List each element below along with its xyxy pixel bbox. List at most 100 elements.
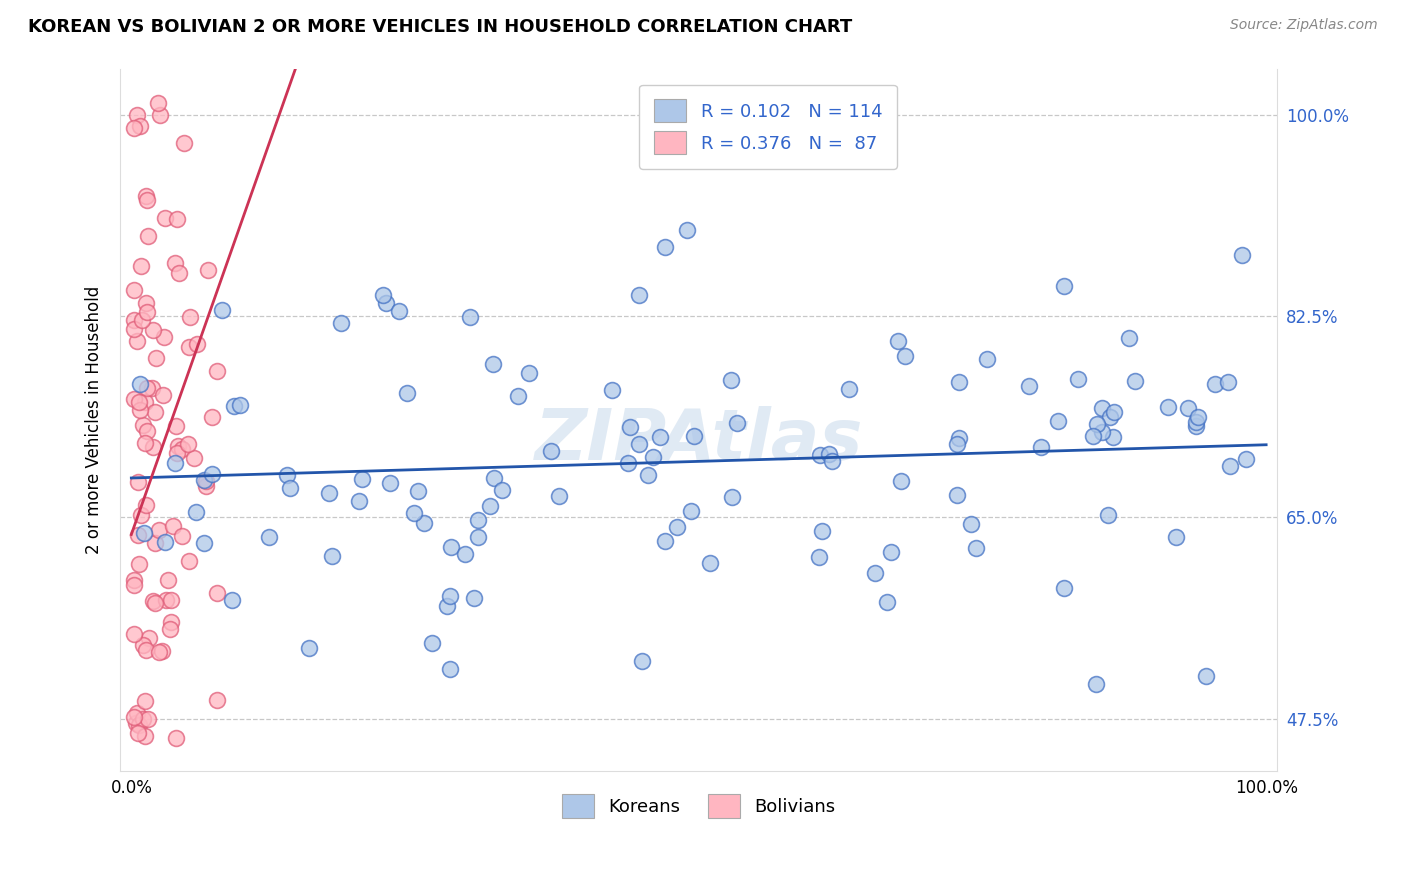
Point (406, 483, 429, 498)
Point (808, 448, 831, 462)
Point (143, 596, 166, 610)
Legend: Koreans, Bolivians: Koreans, Bolivians (554, 788, 844, 825)
Point (458, 310, 481, 325)
Point (720, 373, 742, 387)
Point (350, 472, 373, 486)
Point (506, 389, 529, 403)
Point (179, 310, 201, 324)
Point (122, 283, 145, 297)
Point (721, 491, 744, 505)
Point (491, 483, 513, 498)
Point (138, 631, 160, 645)
Point (160, 592, 183, 607)
Point (876, 595, 898, 609)
Point (122, 392, 145, 406)
Point (122, 626, 145, 640)
Point (380, 475, 402, 490)
Point (129, 377, 152, 392)
Point (145, 405, 167, 419)
Y-axis label: 2 or more Vehicles in Household: 2 or more Vehicles in Household (86, 285, 103, 554)
Point (146, 96, 169, 111)
Point (388, 304, 411, 318)
Point (132, 638, 155, 652)
Point (627, 437, 650, 451)
Point (135, 381, 157, 395)
Point (205, 586, 228, 600)
Point (193, 473, 215, 487)
Point (1102, 405, 1125, 419)
Point (1123, 374, 1146, 388)
Point (318, 486, 340, 500)
Point (602, 384, 624, 398)
Point (1029, 440, 1052, 454)
Point (153, 535, 176, 549)
Text: KOREAN VS BOLIVIAN 2 OR MORE VEHICLES IN HOUSEHOLD CORRELATION CHART: KOREAN VS BOLIVIAN 2 OR MORE VEHICLES IN… (28, 18, 852, 36)
Point (631, 654, 654, 668)
Point (125, 706, 148, 720)
Point (1118, 331, 1140, 345)
Point (1098, 410, 1121, 425)
Point (129, 119, 152, 133)
Point (375, 296, 398, 310)
Point (207, 692, 229, 706)
Point (641, 450, 664, 465)
Point (183, 451, 205, 466)
Point (152, 388, 174, 402)
Point (467, 530, 489, 544)
Point (159, 622, 181, 636)
Point (420, 636, 443, 650)
Point (148, 645, 170, 659)
Point (329, 316, 352, 330)
Point (135, 643, 157, 657)
Point (404, 506, 426, 520)
Point (129, 508, 152, 523)
Point (371, 288, 394, 302)
Point (224, 399, 246, 413)
Point (439, 589, 461, 603)
Point (650, 430, 672, 444)
Point (160, 615, 183, 629)
Point (948, 431, 970, 445)
Point (170, 442, 193, 456)
Point (131, 712, 153, 726)
Point (201, 410, 224, 425)
Text: Source: ZipAtlas.com: Source: ZipAtlas.com (1230, 18, 1378, 32)
Point (135, 296, 157, 310)
Point (141, 381, 163, 395)
Point (186, 336, 208, 351)
Point (201, 467, 224, 481)
Point (297, 640, 319, 655)
Point (138, 712, 160, 726)
Point (125, 107, 148, 121)
Point (880, 545, 903, 559)
Point (127, 528, 149, 542)
Point (134, 395, 156, 409)
Point (439, 662, 461, 676)
Point (142, 440, 165, 454)
Point (1156, 401, 1178, 415)
Point (1102, 430, 1125, 444)
Point (517, 366, 540, 380)
Point (179, 553, 201, 567)
Point (177, 340, 200, 354)
Point (1067, 372, 1090, 386)
Point (1081, 428, 1104, 442)
Point (863, 566, 886, 580)
Point (619, 420, 641, 434)
Point (676, 222, 699, 236)
Point (679, 504, 702, 518)
Point (177, 437, 200, 451)
Point (811, 524, 834, 538)
Point (1185, 419, 1208, 434)
Point (548, 489, 571, 503)
Point (440, 540, 463, 554)
Point (454, 547, 477, 561)
Point (135, 425, 157, 439)
Point (186, 504, 208, 518)
Point (699, 556, 721, 570)
Point (131, 260, 153, 274)
Point (1084, 677, 1107, 691)
Point (616, 456, 638, 470)
Point (142, 593, 165, 607)
Point (127, 334, 149, 348)
